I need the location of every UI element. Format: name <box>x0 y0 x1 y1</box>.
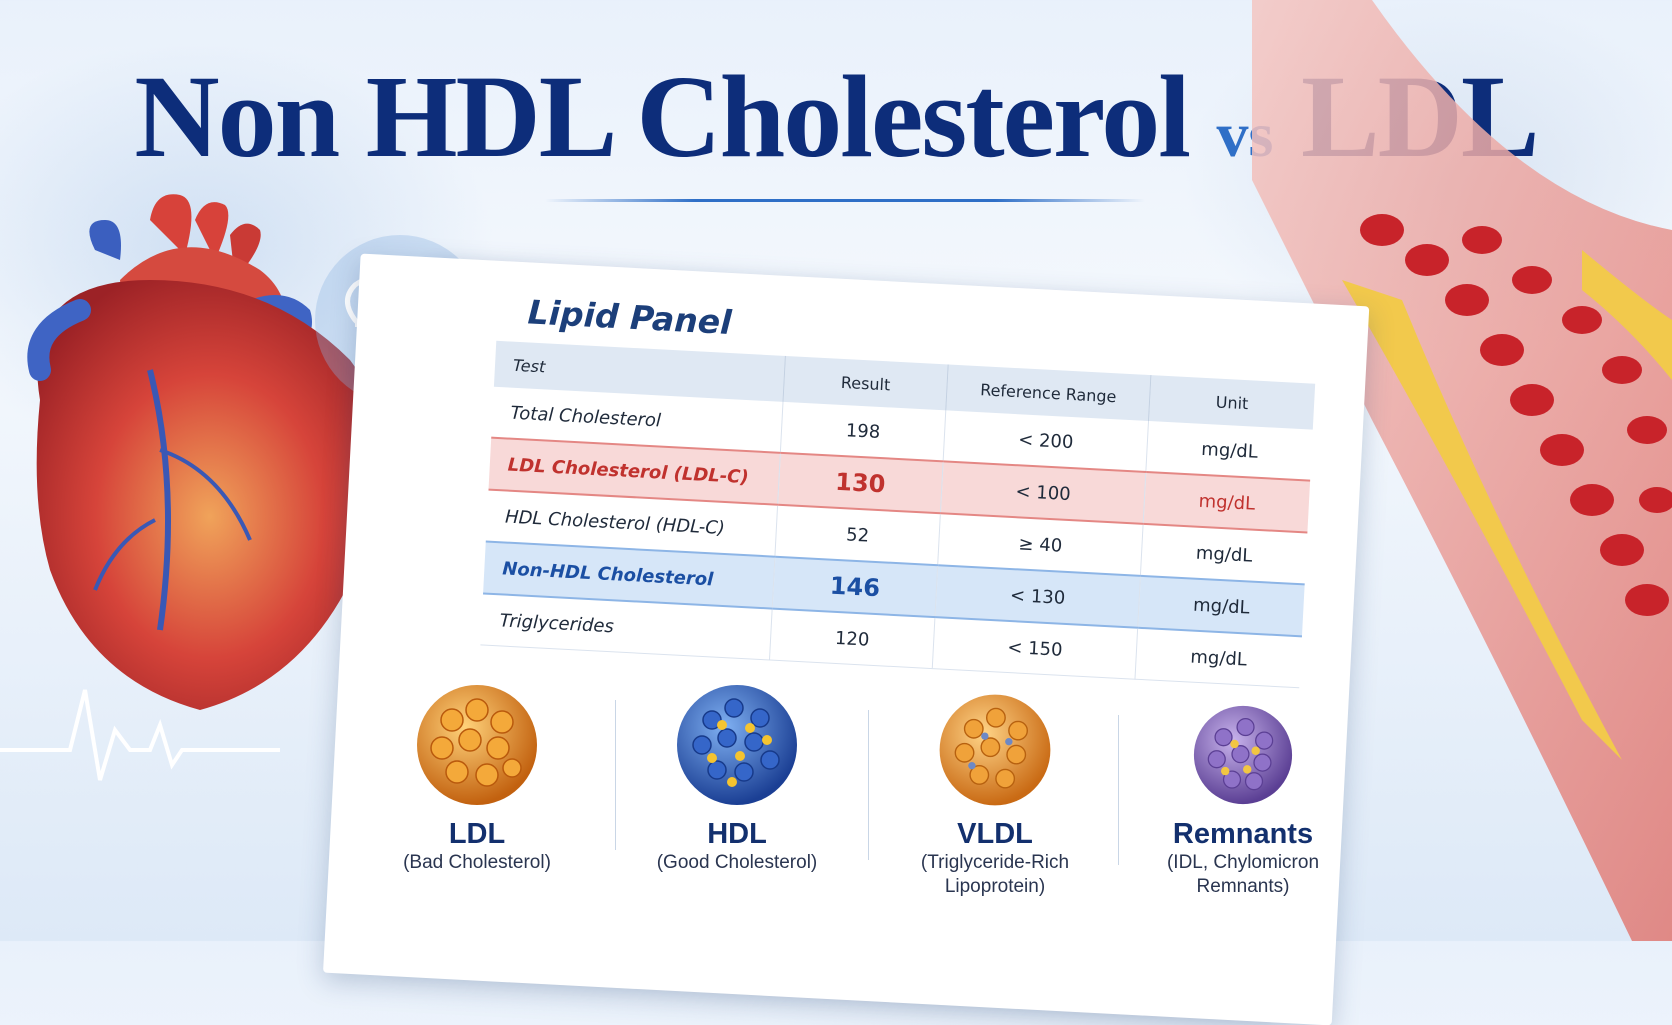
particle-divider <box>1118 715 1119 865</box>
particle-name: LDL <box>448 818 506 850</box>
cell-unit: mg/dL <box>1145 421 1313 481</box>
vldl-particle-icon <box>939 694 1051 806</box>
cell-result: 130 <box>777 452 944 514</box>
cell-result: 120 <box>769 608 935 669</box>
particle-desc-line1: (Triglyceride-Rich <box>920 852 1070 873</box>
cell-unit: mg/dL <box>1143 471 1311 533</box>
cell-unit: mg/dL <box>1140 523 1308 585</box>
particle-desc-line2: Lipoprotein) <box>944 875 1046 897</box>
hdl-particle-icon <box>677 685 797 805</box>
particle-desc-line1: (IDL, Chylomicron <box>1166 852 1320 873</box>
particle-desc-line2: Remnants) <box>1196 875 1290 897</box>
cell-range: < 150 <box>932 617 1138 680</box>
particle-vldl: VLDL (Triglyceride-Rich Lipoprotein) <box>890 690 1100 899</box>
artery-icon <box>1252 0 1672 941</box>
lipid-panel-table: Test Result Reference Range Unit Total C… <box>480 340 1316 688</box>
ldl-particle-icon <box>417 685 537 805</box>
particle-name: VLDL <box>957 818 1033 850</box>
title-underline <box>545 199 1145 202</box>
cell-result: 52 <box>774 504 941 566</box>
particle-name: Remnants <box>1172 818 1314 850</box>
title-main: Non HDL Cholesterol <box>134 51 1191 182</box>
lipid-panel-report: Lipid Panel Test Result Reference Range … <box>323 253 1370 1025</box>
cell-result: 146 <box>772 556 938 618</box>
heart-icon <box>27 194 383 710</box>
particle-desc: (Good Cholesterol) <box>656 852 818 873</box>
cell-result: 198 <box>780 401 946 462</box>
cell-unit: mg/dL <box>1137 575 1305 637</box>
remnant-particle-icon <box>1193 705 1293 805</box>
particle-hdl: HDL (Good Cholesterol) <box>632 680 842 875</box>
ecg-line-icon <box>0 689 280 781</box>
particle-name: HDL <box>707 818 767 850</box>
panel-title: Lipid Panel <box>526 292 733 343</box>
particle-desc: (Bad Cholesterol) <box>403 852 551 873</box>
particle-ldl: LDL (Bad Cholesterol) <box>372 680 582 875</box>
particle-divider <box>615 700 616 850</box>
cell-unit: mg/dL <box>1134 627 1302 688</box>
particle-remnants: Remnants (IDL, Chylomicron Remnants) <box>1138 700 1348 899</box>
particle-divider <box>868 710 869 860</box>
